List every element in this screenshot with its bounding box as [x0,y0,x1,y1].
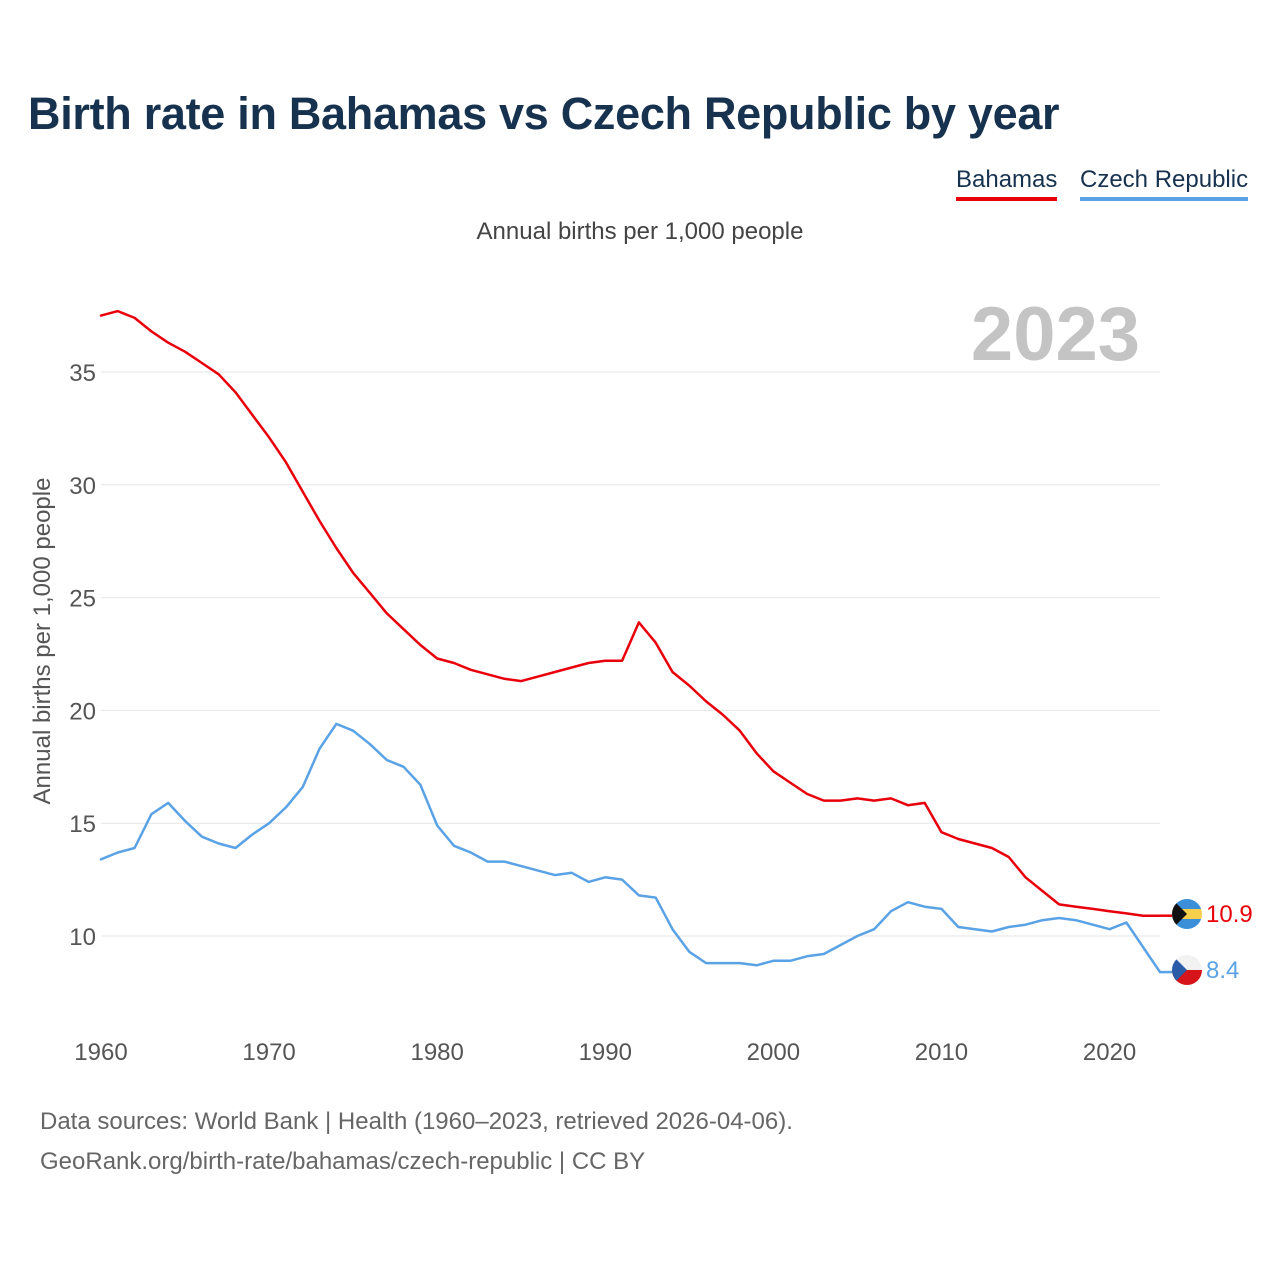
y-tick-label: 30 [69,473,96,500]
y-tick-label: 20 [69,698,96,725]
line-chart: 10 15 20 25 30 35 1960 1970 1980 1990 2000 2010 202… [29,292,1253,1066]
x-tick-label: 2010 [915,1039,968,1066]
y-tick-label: 10 [69,924,96,951]
x-tick-label: 1970 [242,1039,295,1066]
x-tick-label: 1960 [74,1039,127,1066]
series-lines [99,309,1172,974]
x-tick-label: 1980 [410,1039,463,1066]
x-tick-label: 1990 [579,1039,632,1066]
end-value-label-czech-republic: 8.4 [1206,957,1239,984]
czech-republic-flag-icon [1172,955,1202,985]
current-year-label: 2023 [971,292,1140,377]
end-value-label-bahamas: 10.9 [1206,901,1253,928]
y-tick-label: 35 [69,360,96,387]
credit-link[interactable]: GeoRank.org/birth-rate/bahamas/czech-rep… [40,1148,646,1175]
chart-title: Birth rate in Bahamas vs Czech Republic … [28,88,1060,139]
y-axis-title: Annual births per 1,000 people [29,478,56,805]
legend-item-bahamas[interactable]: Bahamas [956,166,1058,201]
grid-lines [101,371,1160,937]
bahamas-flag-icon [1172,899,1202,929]
x-tick-label: 2000 [747,1039,800,1066]
series-line-bahamas[interactable] [99,309,1162,917]
y-tick-label: 15 [69,811,96,838]
y-axis-ticks: 10 15 20 25 30 35 [69,360,96,951]
x-tick-label: 2020 [1083,1039,1136,1066]
chart-subtitle: Annual births per 1,000 people [476,218,804,245]
legend-item-czech-republic[interactable]: Czech Republic [1080,166,1249,201]
y-tick-label: 25 [69,586,96,613]
x-axis-ticks: 1960 1970 1980 1990 2000 2010 2020 [74,1039,1136,1066]
series-line-czech-republic[interactable] [99,722,1162,974]
data-source-note: Data sources: World Bank | Health (1960–… [40,1108,793,1135]
